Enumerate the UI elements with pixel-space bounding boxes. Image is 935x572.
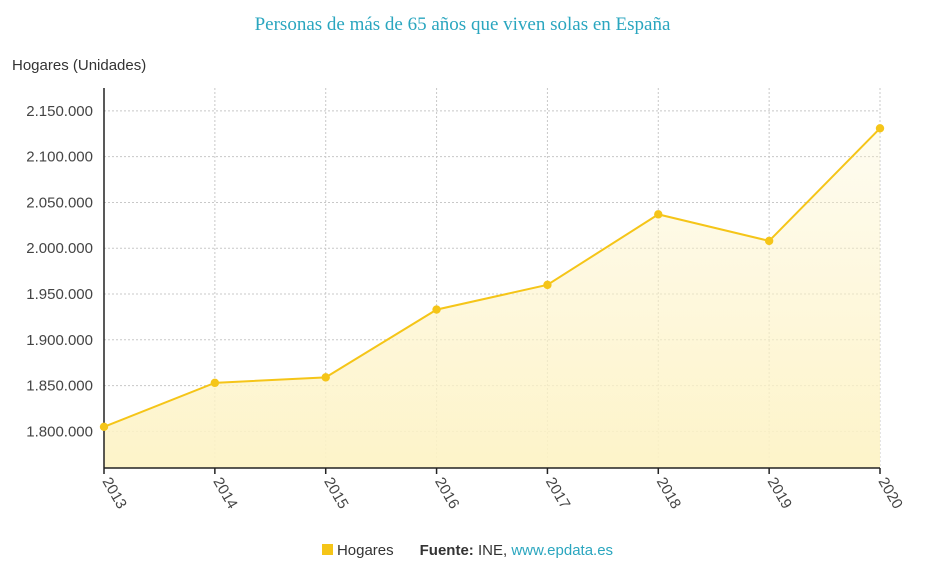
data-point-2013[interactable] xyxy=(99,422,109,431)
y-tick-label: 2.050.000 xyxy=(26,194,93,211)
data-point-2019[interactable] xyxy=(764,236,774,246)
x-tick-label: 2015 xyxy=(320,475,351,512)
x-tick-label: 2017 xyxy=(542,475,573,512)
chart-title: Personas de más de 65 años que viven sol… xyxy=(254,14,671,35)
x-tick-label: 2013 xyxy=(99,475,130,512)
x-tick-label: 2014 xyxy=(209,475,240,512)
y-tick-label: 2.100.000 xyxy=(26,149,93,166)
data-point-2018[interactable] xyxy=(654,210,663,219)
legend-swatch-hogares xyxy=(321,544,333,555)
x-tick-label: 2016 xyxy=(431,475,462,512)
series-line-hogares[interactable] xyxy=(103,127,881,428)
y-tick-label: 2.150.000 xyxy=(26,103,93,120)
x-tick-labels: 2013 2014 2015 2016 2017 2018 2019 2020 xyxy=(99,475,906,512)
y-tick-label: 1.950.000 xyxy=(26,286,93,303)
data-point-2014[interactable] xyxy=(210,378,220,388)
data-points xyxy=(99,124,885,431)
y-tick-label: 1.900.000 xyxy=(26,332,93,349)
data-point-2020[interactable] xyxy=(875,124,885,133)
y-tick-label: 2.000.000 xyxy=(26,240,93,257)
source-text: INE, xyxy=(473,542,512,559)
legend-label-hogares[interactable]: Hogares xyxy=(336,542,394,559)
source-label: Fuente: xyxy=(419,542,474,559)
y-tick-label: 1.850.000 xyxy=(26,378,93,395)
x-tick-label: 2020 xyxy=(875,475,906,512)
x-tick-label: 2019 xyxy=(764,475,795,512)
y-tick-labels: 1.800.000 1.850.000 1.900.000 1.950.000 2.00… xyxy=(26,103,93,440)
data-point-2016[interactable] xyxy=(432,305,441,314)
source-link[interactable]: www.epdata.es xyxy=(511,542,614,559)
data-point-2017[interactable] xyxy=(543,280,552,290)
y-tick-label: 1.800.000 xyxy=(26,423,93,440)
legend: Hogares Fuente: INE, www.epdata.es xyxy=(0,542,935,559)
data-point-2015[interactable] xyxy=(321,373,330,382)
x-tick-label: 2018 xyxy=(653,475,684,512)
y-axis-title: Hogares (Unidades) xyxy=(12,57,147,74)
line-chart: 1.800.000 1.850.000 1.900.000 1.950.000 2.00… xyxy=(26,88,906,512)
axes xyxy=(103,88,881,474)
